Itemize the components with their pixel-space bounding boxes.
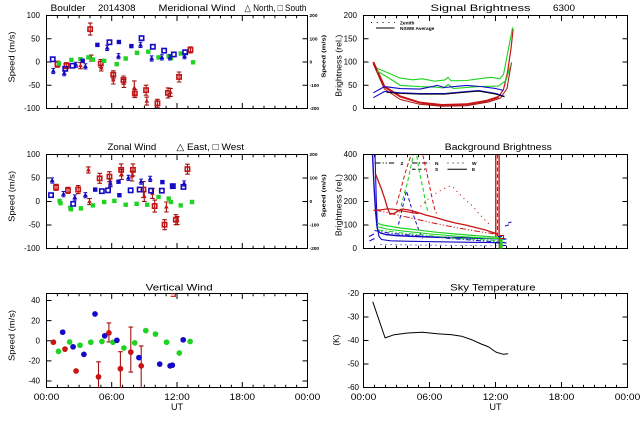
svg-text:-40: -40	[28, 377, 40, 386]
svg-text:Sky Temperature: Sky Temperature	[450, 283, 535, 294]
svg-text:06:00: 06:00	[417, 392, 443, 402]
svg-text:Speed (m/s): Speed (m/s)	[321, 174, 327, 218]
svg-text:UT: UT	[490, 402, 502, 412]
svg-text:Z: Z	[401, 161, 404, 167]
svg-text:2014308: 2014308	[98, 3, 136, 14]
svg-text:Zonal Wind: Zonal Wind	[108, 142, 157, 153]
svg-text:Speed (m/s): Speed (m/s)	[321, 34, 327, 78]
svg-text:NSWE Average: NSWE Average	[400, 26, 435, 32]
svg-text:00:00: 00:00	[34, 392, 60, 402]
svg-text:18:00: 18:00	[230, 392, 256, 402]
svg-text:E: E	[472, 167, 476, 173]
svg-text:06:00: 06:00	[99, 392, 125, 402]
svg-text:△ North, □ South: △ North, □ South	[245, 3, 307, 14]
svg-text:-40: -40	[347, 336, 359, 345]
svg-text:00:00: 00:00	[295, 392, 321, 402]
svg-text:Zenith: Zenith	[400, 20, 414, 26]
svg-text:0: 0	[353, 244, 358, 253]
svg-text:0: 0	[310, 60, 313, 66]
svg-text:△ East, □ West: △ East, □ West	[177, 142, 245, 153]
svg-text:Speed (m/s): Speed (m/s)	[7, 310, 17, 361]
svg-text:50: 50	[348, 81, 357, 90]
svg-text:Vertical Wind: Vertical Wind	[146, 283, 213, 294]
svg-text:0: 0	[310, 199, 313, 205]
svg-text:Brightness (rel.): Brightness (rel.)	[334, 34, 344, 96]
svg-text:-30: -30	[347, 313, 359, 322]
svg-text:W: W	[472, 161, 477, 167]
svg-text:200: 200	[344, 11, 358, 20]
svg-text:-200: -200	[310, 106, 320, 112]
svg-text:200: 200	[344, 197, 358, 206]
svg-text:Speed (m/s): Speed (m/s)	[7, 171, 17, 222]
svg-text:100: 100	[310, 176, 318, 182]
svg-text:-50: -50	[28, 221, 40, 230]
svg-text:00:00: 00:00	[615, 392, 640, 402]
svg-text:400: 400	[344, 150, 358, 159]
svg-text:-100: -100	[310, 83, 320, 89]
svg-text:50: 50	[31, 174, 40, 183]
svg-text:00:00: 00:00	[351, 392, 377, 402]
svg-text:200: 200	[310, 13, 318, 19]
svg-text:18:00: 18:00	[549, 392, 575, 402]
svg-text:UT: UT	[171, 402, 183, 412]
svg-text:-50: -50	[347, 360, 359, 369]
svg-text:Background Brightness: Background Brightness	[445, 142, 552, 153]
svg-text:300: 300	[344, 174, 358, 183]
svg-text:150: 150	[344, 35, 358, 44]
svg-text:100: 100	[344, 58, 358, 67]
svg-text:0: 0	[353, 104, 358, 113]
svg-text:200: 200	[310, 152, 318, 158]
svg-text:Speed (m/s): Speed (m/s)	[7, 31, 17, 82]
svg-text:50: 50	[31, 35, 40, 44]
svg-text:N: N	[435, 161, 439, 167]
svg-text:Signal Brightness: Signal Brightness	[431, 3, 531, 14]
svg-text:100: 100	[27, 11, 41, 20]
svg-text:S: S	[435, 167, 439, 173]
svg-text:6300: 6300	[553, 3, 575, 14]
svg-text:Boulder: Boulder	[51, 3, 87, 14]
svg-text:-100: -100	[24, 244, 41, 253]
svg-text:Meridional Wind: Meridional Wind	[159, 3, 236, 14]
svg-text:Brightness (rel.): Brightness (rel.)	[334, 174, 344, 236]
svg-text:100: 100	[310, 36, 318, 42]
svg-text:-200: -200	[310, 246, 320, 252]
svg-text:-60: -60	[347, 383, 359, 392]
svg-text:-20: -20	[347, 289, 359, 298]
svg-text:12:00: 12:00	[164, 392, 190, 402]
svg-text:(K): (K)	[331, 334, 341, 345]
svg-text:-50: -50	[28, 81, 40, 90]
svg-text:40: 40	[31, 296, 40, 305]
svg-text:100: 100	[27, 150, 41, 159]
svg-text:0: 0	[36, 58, 41, 67]
svg-text:0: 0	[36, 336, 41, 345]
svg-text:20: 20	[31, 316, 40, 325]
svg-text:100: 100	[344, 221, 358, 230]
svg-text:0: 0	[36, 197, 41, 206]
svg-text:12:00: 12:00	[483, 392, 509, 402]
svg-text:-20: -20	[28, 357, 40, 366]
svg-text:-100: -100	[24, 104, 41, 113]
svg-text:-100: -100	[310, 223, 320, 229]
